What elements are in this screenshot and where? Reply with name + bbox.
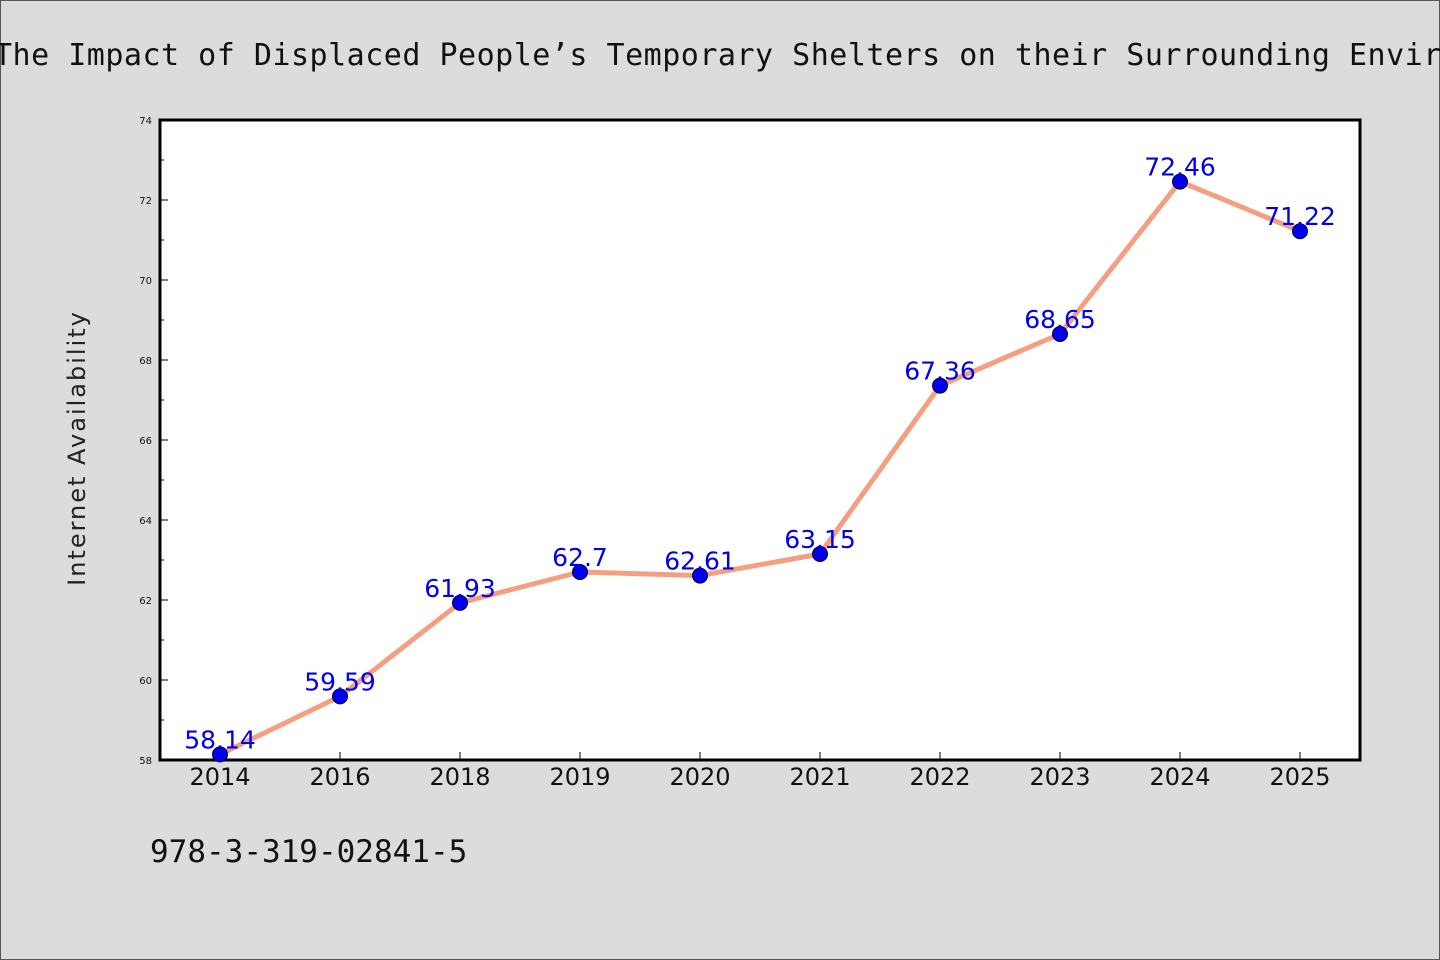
data-label-2024: 72.46 — [1144, 153, 1216, 182]
y-tick-label-58: 58 — [139, 756, 152, 767]
y-tick-label-70: 70 — [139, 276, 152, 287]
data-label-2022: 67.36 — [904, 357, 976, 386]
data-label-2014: 58.14 — [184, 725, 256, 754]
footer-isbn: 978-3-319-02841-5 — [150, 834, 468, 870]
chart-title: The Impact of Displaced People’s Tempora… — [0, 38, 1440, 73]
x-tick-label-2016: 2016 — [309, 763, 370, 791]
y-tick-label-60: 60 — [139, 676, 152, 687]
data-point-2025 — [1292, 223, 1308, 240]
y-tick-label-64: 64 — [139, 516, 152, 527]
y-tick-label-62: 62 — [139, 596, 152, 607]
y-tick-label-68: 68 — [139, 356, 152, 367]
data-point-2021 — [812, 546, 828, 562]
data-point-2016 — [332, 688, 348, 705]
x-tick-label-2024: 2024 — [1149, 763, 1210, 791]
data-point-2024 — [1172, 173, 1188, 190]
y-tick-label-74: 74 — [139, 116, 152, 127]
x-axis: 2014 2016 2018 2019 2020 2021 2022 2023 2024 2025 — [189, 752, 1331, 791]
y-tick-label-66: 66 — [139, 436, 152, 447]
x-tick-label-2022: 2022 — [909, 763, 970, 791]
data-label-2018: 61.93 — [424, 574, 496, 603]
series-line — [217, 179, 1303, 757]
data-label-2016: 59.59 — [304, 667, 376, 696]
data-point-2014 — [212, 746, 228, 763]
data-label-2019: 62.7 — [552, 543, 608, 572]
data-point-2019 — [572, 564, 588, 580]
data-label-2025: 71.22 — [1264, 202, 1336, 231]
x-tick-label-2014: 2014 — [189, 763, 250, 791]
data-label-2020: 62.61 — [664, 547, 736, 576]
data-label-2023: 68.65 — [1024, 305, 1096, 334]
y-tick-label-72: 72 — [139, 196, 152, 207]
x-tick-label-2023: 2023 — [1029, 763, 1090, 791]
data-point-2022 — [932, 377, 948, 394]
y-axis-label: Internet Availability — [63, 310, 91, 586]
x-tick-label-2018: 2018 — [429, 763, 490, 791]
y-axis: 58 60 62 64 66 68 70 72 74 — [139, 116, 168, 767]
data-labels: 58.14 59.59 61.93 62.7 62.61 63.15 67.36 68.65 7… — [184, 153, 1336, 755]
x-tick-label-2019: 2019 — [549, 763, 610, 791]
data-point-2020 — [692, 567, 708, 584]
data-point-2023 — [1052, 326, 1068, 342]
data-point-2018 — [452, 594, 468, 611]
plot-area — [158, 118, 1362, 762]
data-label-2021: 63.15 — [784, 525, 856, 554]
x-tick-label-2020: 2020 — [669, 763, 730, 791]
data-markers — [212, 173, 1308, 763]
x-tick-label-2021: 2021 — [789, 763, 850, 791]
x-tick-label-2025: 2025 — [1269, 763, 1330, 791]
